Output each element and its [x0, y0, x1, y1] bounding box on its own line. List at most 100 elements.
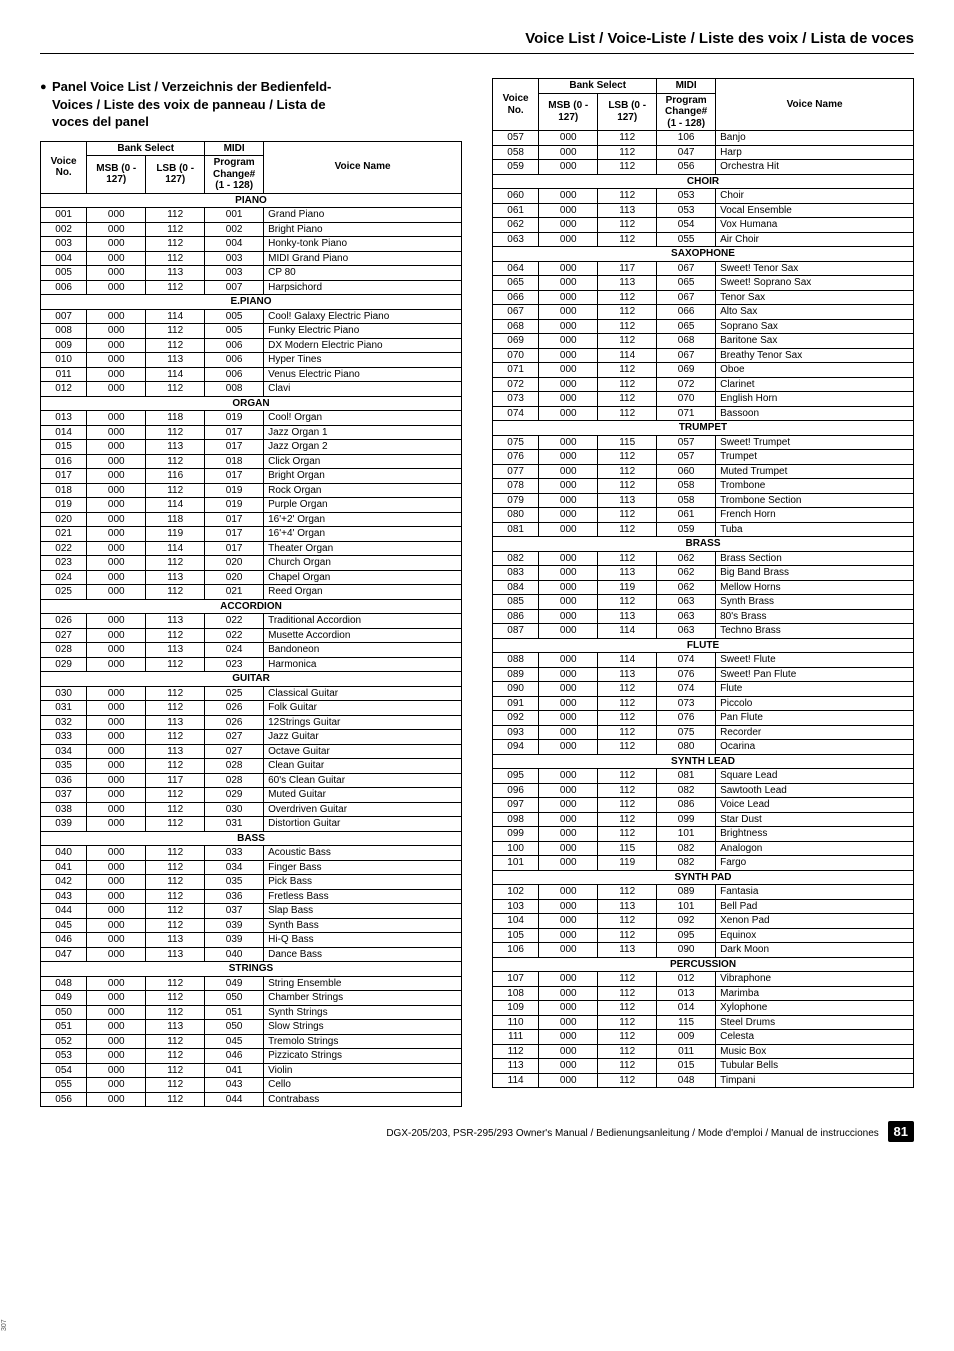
- cell-lsb: 113: [598, 566, 657, 581]
- cell-lsb: 112: [598, 798, 657, 813]
- cell-lsb: 113: [598, 203, 657, 218]
- cell-lsb: 112: [146, 208, 205, 223]
- cell-no: 030: [41, 686, 87, 701]
- cell-name: Funky Electric Piano: [264, 324, 462, 339]
- cell-lsb: 112: [598, 551, 657, 566]
- cell-no: 076: [493, 450, 539, 465]
- cell-name: Pick Bass: [264, 875, 462, 890]
- table-row: 042 000 112 035 Pick Bass: [41, 875, 462, 890]
- cell-msb: 000: [87, 512, 146, 527]
- cell-prog: 025: [205, 686, 264, 701]
- cell-prog: 076: [657, 711, 716, 726]
- table-row: 021 000 119 017 16'+4' Organ: [41, 527, 462, 542]
- table-row: 044 000 112 037 Slap Bass: [41, 904, 462, 919]
- cell-no: 015: [41, 440, 87, 455]
- table-row: 078 000 112 058 Trombone: [493, 479, 914, 494]
- table-row: 035 000 112 028 Clean Guitar: [41, 759, 462, 774]
- cell-lsb: 113: [146, 614, 205, 629]
- table-row: 060 000 112 053 Choir: [493, 189, 914, 204]
- cell-no: 105: [493, 928, 539, 943]
- cell-prog: 030: [205, 802, 264, 817]
- cell-no: 094: [493, 740, 539, 755]
- cell-no: 044: [41, 904, 87, 919]
- cell-name: Reed Organ: [264, 585, 462, 600]
- cell-lsb: 112: [146, 976, 205, 991]
- cell-lsb: 117: [598, 261, 657, 276]
- table-row: 008 000 112 005 Funky Electric Piano: [41, 324, 462, 339]
- cell-lsb: 112: [146, 483, 205, 498]
- th-voice-no: Voice No.: [41, 141, 87, 193]
- cell-name: Acoustic Bass: [264, 846, 462, 861]
- cell-name: Pizzicato Strings: [264, 1049, 462, 1064]
- cell-no: 088: [493, 653, 539, 668]
- cell-lsb: 112: [146, 802, 205, 817]
- table-row: 018 000 112 019 Rock Organ: [41, 483, 462, 498]
- cell-no: 106: [493, 943, 539, 958]
- cell-lsb: 113: [146, 266, 205, 281]
- cell-prog: 013: [657, 986, 716, 1001]
- table-row: 070 000 114 067 Breathy Tenor Sax: [493, 348, 914, 363]
- table-row: 027 000 112 022 Musette Accordion: [41, 628, 462, 643]
- cell-msb: 000: [539, 943, 598, 958]
- cell-no: 011: [41, 367, 87, 382]
- cell-no: 018: [41, 483, 87, 498]
- cell-lsb: 112: [598, 218, 657, 233]
- cell-no: 033: [41, 730, 87, 745]
- cell-lsb: 112: [598, 232, 657, 247]
- cell-prog: 073: [657, 696, 716, 711]
- cell-prog: 051: [205, 1005, 264, 1020]
- cell-prog: 017: [205, 469, 264, 484]
- table-row: 020 000 118 017 16'+2' Organ: [41, 512, 462, 527]
- cell-no: 097: [493, 798, 539, 813]
- cell-prog: 053: [657, 203, 716, 218]
- cell-lsb: 112: [598, 189, 657, 204]
- cell-prog: 086: [657, 798, 716, 813]
- cell-msb: 000: [87, 280, 146, 295]
- table-row: 059 000 112 056 Orchestra Hit: [493, 160, 914, 175]
- cell-name: Jazz Organ 2: [264, 440, 462, 455]
- cell-no: 100: [493, 841, 539, 856]
- table-row: 073 000 112 070 English Horn: [493, 392, 914, 407]
- cell-no: 022: [41, 541, 87, 556]
- cell-lsb: 112: [598, 1073, 657, 1088]
- table-row: 108 000 112 013 Marimba: [493, 986, 914, 1001]
- cell-name: Clarinet: [716, 377, 914, 392]
- cell-msb: 000: [87, 904, 146, 919]
- table-row: 111 000 112 009 Celesta: [493, 1030, 914, 1045]
- cell-msb: 000: [87, 440, 146, 455]
- cell-lsb: 112: [146, 889, 205, 904]
- voice-table-left: Voice No. Bank Select MIDI Voice Name MS…: [40, 141, 462, 1108]
- cell-msb: 000: [539, 508, 598, 523]
- cell-lsb: 112: [146, 382, 205, 397]
- table-row: 057 000 112 106 Banjo: [493, 131, 914, 146]
- cell-msb: 000: [539, 1044, 598, 1059]
- cell-name: Traditional Accordion: [264, 614, 462, 629]
- table-row: 036 000 117 028 60's Clean Guitar: [41, 773, 462, 788]
- cell-no: 019: [41, 498, 87, 513]
- cell-lsb: 112: [598, 450, 657, 465]
- table-row: 087 000 114 063 Techno Brass: [493, 624, 914, 639]
- panel-voice-subtitle: ● Panel Voice List / Verzeichnis der Bed…: [40, 78, 462, 131]
- cell-no: 004: [41, 251, 87, 266]
- cell-prog: 067: [657, 261, 716, 276]
- cell-name: Harpsichord: [264, 280, 462, 295]
- cell-msb: 000: [87, 628, 146, 643]
- cell-msb: 000: [87, 947, 146, 962]
- subtitle-line-3: voces del panel: [52, 114, 149, 129]
- table-row: 007 000 114 005 Cool! Galaxy Electric Pi…: [41, 309, 462, 324]
- cell-no: 042: [41, 875, 87, 890]
- cell-prog: 017: [205, 425, 264, 440]
- cell-no: 114: [493, 1073, 539, 1088]
- cell-no: 091: [493, 696, 539, 711]
- table-row: 082 000 112 062 Brass Section: [493, 551, 914, 566]
- section-trumpet: TRUMPET: [493, 421, 914, 436]
- cell-msb: 000: [539, 566, 598, 581]
- cell-name: Honky-tonk Piano: [264, 237, 462, 252]
- cell-msb: 000: [539, 798, 598, 813]
- cell-name: Hyper Tines: [264, 353, 462, 368]
- cell-msb: 000: [539, 522, 598, 537]
- cell-msb: 000: [87, 469, 146, 484]
- cell-prog: 106: [657, 131, 716, 146]
- cell-lsb: 112: [598, 131, 657, 146]
- table-row: 100 000 115 082 Analogon: [493, 841, 914, 856]
